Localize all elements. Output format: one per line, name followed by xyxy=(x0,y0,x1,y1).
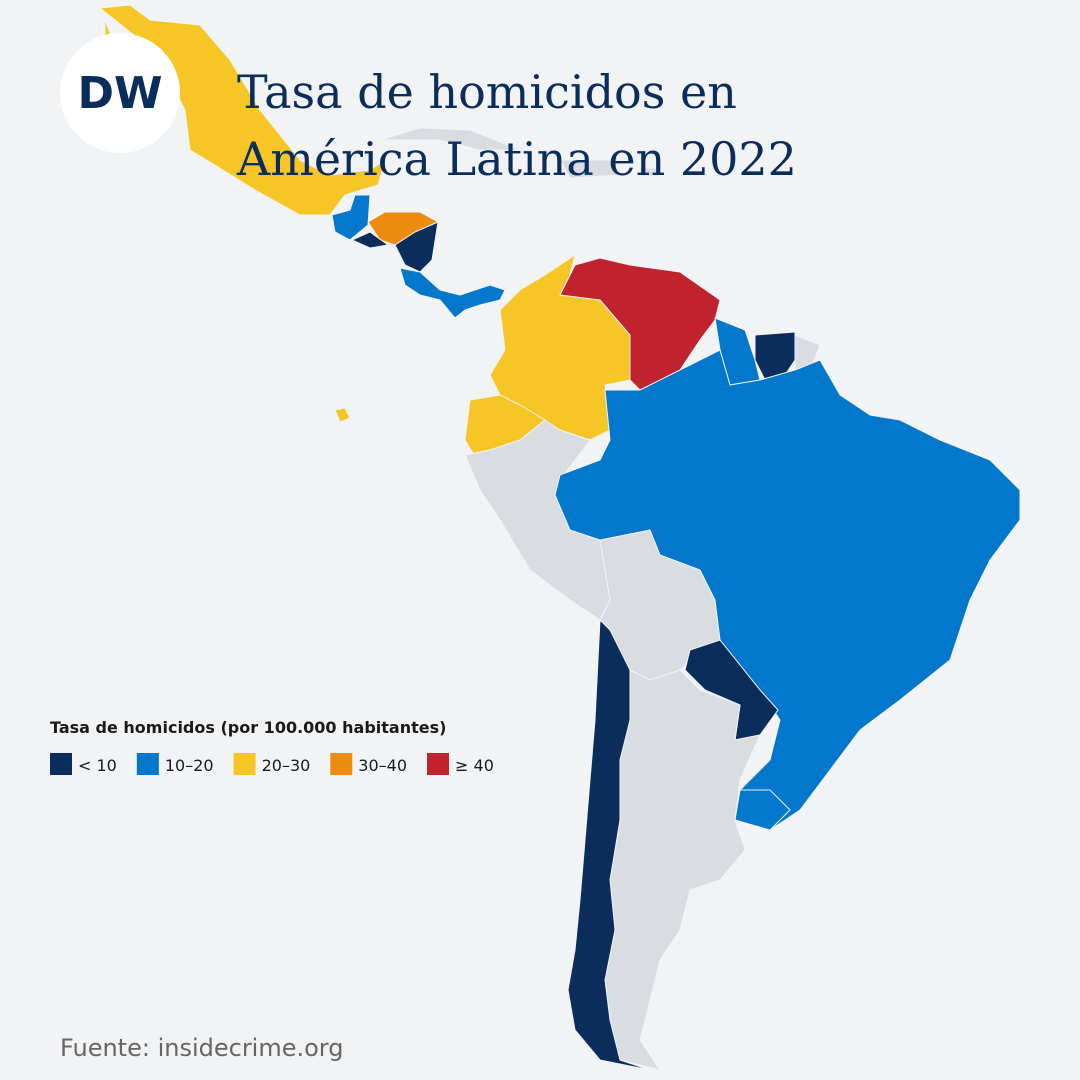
legend-swatch xyxy=(330,753,353,775)
el-salvador xyxy=(351,231,389,249)
legend-label: 20–30 xyxy=(262,756,311,775)
source: Fuente: insidecrime.org xyxy=(60,1034,344,1062)
legend-swatch xyxy=(427,753,450,775)
hispaniola xyxy=(559,159,621,179)
legend-title: Tasa de homicidos (por 100.000 habitante… xyxy=(50,718,446,737)
legend-label: 30–40 xyxy=(358,756,407,775)
guatemala xyxy=(331,194,371,241)
cuba xyxy=(379,127,521,151)
legend-label: 10–20 xyxy=(165,756,214,775)
logo-circle xyxy=(60,33,180,153)
galapagos xyxy=(334,407,351,423)
title-line: Tasa de homicidos en xyxy=(237,65,737,119)
logo-text: DW xyxy=(77,68,162,119)
legend: < 10 10–20 20–30 30–40 ≥ 40 xyxy=(50,753,494,775)
title-line: América Latina en 2022 xyxy=(236,132,797,186)
logo: DW xyxy=(60,33,180,153)
legend-swatch xyxy=(233,753,256,775)
brazil xyxy=(554,349,1021,831)
costa-rica-panama xyxy=(399,267,506,319)
legend-label: < 10 xyxy=(78,756,117,775)
legend-swatch xyxy=(50,753,72,775)
legend-swatch xyxy=(136,753,159,775)
mexico xyxy=(99,4,386,216)
puerto-rico xyxy=(639,167,661,177)
legend-label: ≥ 40 xyxy=(455,756,494,775)
nicaragua xyxy=(394,221,439,273)
chile xyxy=(567,619,651,1071)
